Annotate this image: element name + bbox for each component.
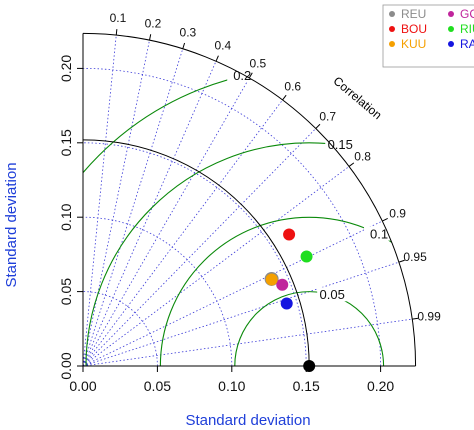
tick-layer: 0.000.000.050.050.100.100.150.150.200.20… (58, 11, 441, 394)
legend-label-rau3: RAU3 (460, 37, 474, 51)
corr-tick-label-2: 0.3 (180, 26, 197, 40)
rms-contour-1 (159, 216, 416, 366)
y-tick-label-0: 0.00 (58, 352, 74, 379)
corr-tick-8 (382, 217, 388, 222)
rms-label-bg-2 (325, 136, 356, 151)
x-tick-label-2: 0.10 (218, 378, 245, 394)
corr-tick-label-8: 0.9 (389, 207, 406, 221)
sd-grid-arc-4 (82, 68, 381, 367)
correlation-grid-line-3 (82, 61, 217, 367)
correlation-grid-line-6 (82, 128, 317, 367)
rms-contour-label-1: 0.1 (370, 227, 388, 242)
legend-label-bou: BOU (401, 22, 427, 36)
correlation-grid-line-7 (82, 166, 350, 367)
y-tick-label-2: 0.10 (58, 203, 74, 230)
legend-label-reu: REU (401, 7, 426, 21)
point-bou (283, 228, 296, 241)
corr-tick-label-9: 0.95 (403, 250, 427, 264)
point-riu (300, 250, 313, 263)
sd-grid-arc-3 (82, 142, 307, 367)
legend-label-gcu2: GCU2 (460, 7, 474, 21)
legend-label-kuu: KUU (401, 37, 426, 51)
corr-tick-label-0: 0.1 (110, 11, 127, 25)
corr-tick-3 (215, 55, 219, 62)
x-axis-label: Standard deviation (185, 412, 310, 429)
x-tick-label-0: 0.00 (69, 378, 96, 394)
correlation-grid-line-9 (82, 261, 400, 367)
point-kuu (265, 273, 278, 286)
y-tick-label-3: 0.15 (58, 129, 74, 156)
x-tick-label-4: 0.20 (367, 378, 394, 394)
y-axis-label: Standard deviation (3, 162, 20, 287)
sd-grid-arc-1 (82, 291, 158, 367)
legend-marker-rau3 (448, 41, 454, 47)
legend: REU GCU2 BOU RIU KUU RAU3 (382, 4, 474, 68)
rms-contour-0 (234, 291, 385, 366)
correlation-grid-line-4 (82, 77, 250, 367)
rms-label-bg-0 (317, 287, 348, 302)
y-tick-label-4: 0.20 (58, 55, 74, 82)
corr-tick-9 (398, 259, 405, 263)
corr-tick-label-3: 0.4 (214, 39, 231, 53)
corr-tick-label-4: 0.5 (249, 56, 266, 70)
point-reference (303, 360, 316, 372)
correlation-grid-line-10 (82, 318, 413, 367)
rms-contour-2 (85, 142, 416, 366)
corr-tick-7 (348, 162, 355, 167)
y-tick-label-1: 0.05 (58, 278, 74, 305)
legend-label-riu: RIU (460, 22, 474, 36)
corr-tick-10 (412, 317, 419, 320)
corr-tick-0 (115, 29, 118, 36)
point-gcu2 (276, 278, 289, 291)
corr-tick-label-6: 0.7 (319, 109, 336, 123)
reference-sd-arc (82, 139, 310, 367)
legend-marker-kuu (389, 41, 395, 47)
x-tick-label-3: 0.15 (293, 378, 320, 394)
corr-tick-label-10: 0.99 (417, 310, 441, 324)
corr-tick-4 (248, 72, 253, 79)
legend-marker-riu (448, 26, 454, 32)
legend-marker-reu (389, 11, 395, 17)
grid-layer (82, 35, 413, 367)
point-rau3 (280, 297, 293, 310)
rms-contour-label-0: 0.05 (320, 287, 345, 302)
corr-tick-label-5: 0.6 (284, 79, 301, 93)
axes-frame (82, 32, 417, 367)
corr-tick-2 (182, 42, 186, 49)
point-layer (264, 228, 316, 372)
corr-tick-label-7: 0.8 (354, 149, 371, 163)
corr-tick-5 (282, 94, 287, 101)
x-tick-label-1: 0.05 (144, 378, 171, 394)
legend-marker-gcu2 (448, 11, 454, 17)
correlation-label: Correlation (331, 74, 385, 122)
correlation-grid-line-5 (82, 99, 283, 367)
outer-arc (82, 32, 417, 367)
legend-box (382, 4, 474, 68)
correlation-grid-line-0 (82, 35, 117, 367)
sd-grid-arc-2 (82, 216, 233, 367)
corr-tick-1 (149, 34, 152, 41)
corr-tick-label-1: 0.2 (145, 16, 162, 30)
legend-marker-bou (389, 26, 395, 32)
corr-tick-6 (315, 123, 321, 129)
